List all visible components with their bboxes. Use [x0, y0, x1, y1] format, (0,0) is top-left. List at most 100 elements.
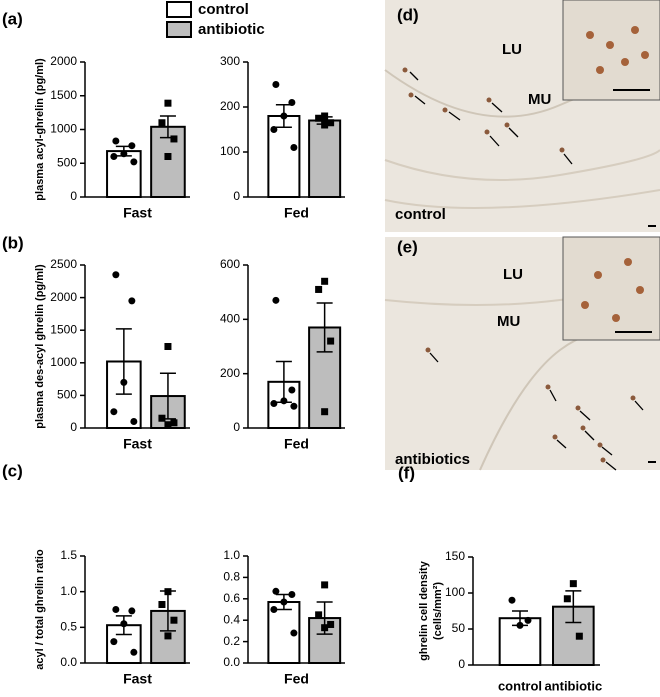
y-tick-label: 0.2	[223, 634, 240, 648]
data-point	[164, 99, 172, 107]
x-axis-label: Fed	[284, 205, 309, 221]
y-tick-label: 1.0	[223, 548, 240, 562]
image-label: LU	[503, 266, 523, 283]
micrograph	[384, 236, 660, 471]
legend-label: antibiotic	[198, 21, 265, 38]
y-tick-label: 50	[452, 621, 466, 635]
y-tick-label: 200	[220, 99, 240, 113]
data-point	[327, 337, 335, 345]
data-point	[327, 119, 335, 127]
x-tick-label: control	[498, 678, 542, 692]
data-point	[170, 419, 178, 427]
data-point	[272, 587, 280, 595]
y-axis-label: plasma des-acyl ghrelin (pg/ml)	[34, 264, 46, 429]
y-axis-label: ghrelin cell density	[418, 560, 430, 661]
y-tick-label: 0.0	[60, 655, 77, 669]
data-point	[164, 153, 172, 160]
data-point	[321, 277, 329, 285]
x-axis-label: Fed	[284, 436, 309, 452]
data-point	[128, 142, 136, 150]
data-point	[321, 408, 329, 416]
data-point	[288, 99, 296, 106]
data-point	[170, 616, 178, 624]
data-point	[112, 606, 120, 613]
data-point	[290, 144, 298, 151]
error-bar	[316, 302, 333, 353]
data-point	[112, 137, 120, 145]
image-label: MU	[497, 313, 520, 330]
y-tick-label: 0.5	[60, 620, 77, 634]
data-point	[164, 421, 172, 429]
panel-label: (e)	[397, 237, 418, 256]
data-point	[280, 112, 288, 120]
data-point	[321, 121, 329, 129]
y-tick-label: 1500	[50, 322, 77, 336]
y-axis-label: plasma acyl-ghrelin (pg/ml)	[34, 58, 46, 201]
panel-label: (b)	[2, 233, 24, 252]
legend-swatch	[166, 1, 192, 18]
data-point	[158, 119, 166, 127]
data-point	[128, 607, 136, 615]
data-point	[288, 591, 296, 599]
y-axis-label: acyl / total ghrelin ratio	[34, 549, 46, 670]
y-tick-label: 0.8	[223, 570, 240, 584]
y-tick-label: 300	[220, 54, 240, 68]
y-tick-label: 0	[458, 657, 465, 671]
data-point	[110, 638, 118, 646]
y-tick-label: 0.6	[223, 591, 240, 605]
data-point	[120, 620, 128, 628]
data-point	[327, 620, 335, 628]
y-tick-label: 200	[220, 366, 240, 380]
y-tick-label: 0	[233, 189, 240, 203]
data-point	[158, 414, 166, 422]
y-tick-label: 0.4	[223, 612, 240, 626]
y-tick-label: 1500	[50, 88, 77, 102]
y-tick-label: 2500	[50, 257, 77, 271]
legend-swatch	[166, 21, 192, 38]
data-point	[508, 596, 516, 604]
data-point	[290, 629, 298, 637]
image-caption: control	[395, 206, 446, 223]
y-tick-label: 1.0	[60, 584, 77, 598]
y-tick-label: 500	[57, 388, 77, 402]
data-point	[321, 112, 329, 120]
x-axis-label: Fast	[123, 205, 152, 221]
data-point	[272, 296, 280, 304]
panel-label: (f)	[398, 463, 415, 482]
y-tick-label: 100	[445, 585, 465, 599]
data-point	[270, 400, 278, 408]
data-point	[315, 114, 323, 122]
data-point	[270, 126, 278, 133]
data-point	[130, 648, 138, 656]
x-axis-label: Fast	[123, 671, 152, 687]
data-point	[164, 632, 172, 640]
panel-label: (c)	[2, 461, 23, 480]
data-point	[280, 598, 288, 606]
image-label: MU	[528, 91, 551, 108]
x-axis-label: Fast	[123, 436, 152, 452]
data-point	[164, 343, 172, 350]
data-point	[272, 81, 280, 88]
data-point	[563, 595, 571, 603]
y-tick-label: 0	[70, 420, 77, 434]
data-point	[321, 624, 329, 632]
y-tick-label: 1.5	[60, 548, 77, 562]
data-point	[128, 297, 136, 305]
data-point	[575, 632, 583, 640]
data-point	[569, 580, 577, 588]
y-tick-label: 2000	[50, 290, 77, 304]
data-point	[110, 153, 118, 160]
data-point	[280, 397, 288, 405]
y-tick-label: 1000	[50, 122, 77, 136]
data-point	[112, 271, 120, 279]
data-point	[524, 616, 532, 624]
x-axis-label: Fed	[284, 671, 309, 687]
y-tick-label: 0	[70, 189, 77, 203]
image-label: LU	[502, 41, 522, 58]
data-point	[164, 588, 172, 596]
y-tick-label: 500	[57, 155, 77, 169]
data-point	[130, 158, 138, 166]
x-tick-label: antibiotic	[544, 678, 602, 692]
data-point	[270, 606, 278, 613]
y-tick-label: 100	[220, 144, 240, 158]
